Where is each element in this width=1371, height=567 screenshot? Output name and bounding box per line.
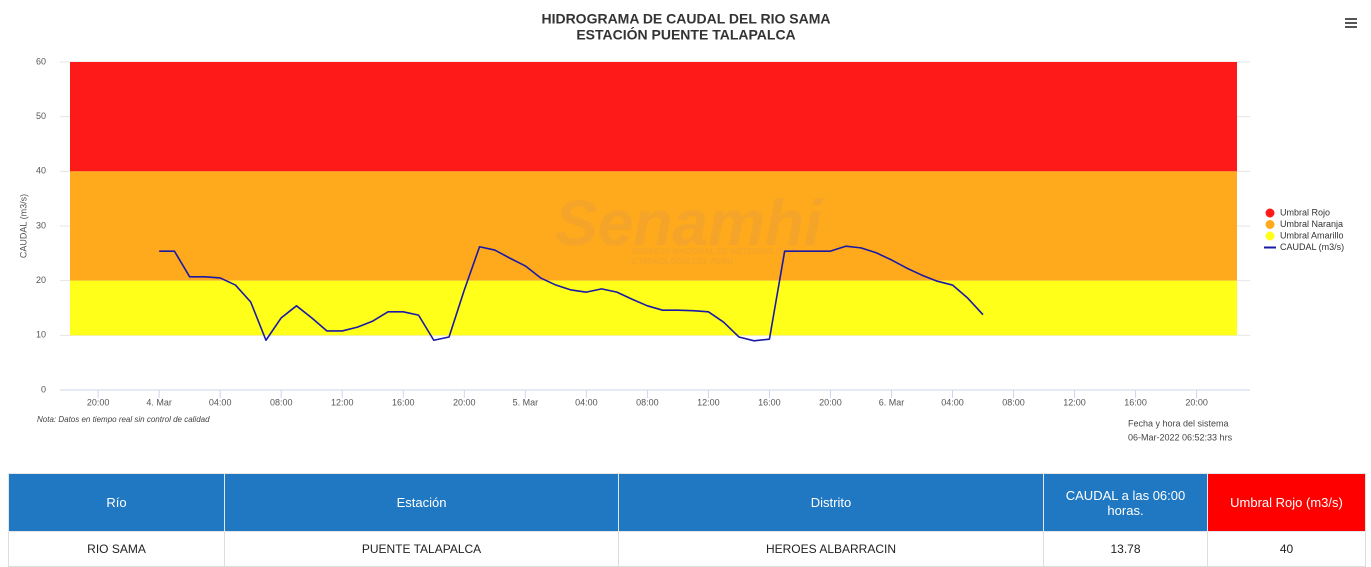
plot-background [60,61,1250,391]
legend-label: Umbral Amarillo [1280,230,1344,240]
x-tick-label: 12:00 [1063,397,1086,407]
x-tick-label: 16:00 [758,397,781,407]
cell: HEROES ALBARRACIN [618,531,1044,567]
chart-subtitle: ESTACIÓN PUENTE TALAPALCA [576,26,795,43]
watermark: Senamhi [555,187,823,259]
legend-label: Umbral Naranja [1280,219,1343,229]
cell: 40 [1207,531,1366,567]
legend-marker [1265,208,1275,218]
threshold-band [70,171,1237,281]
menu-bar [1345,22,1357,24]
header-cell: CAUDAL a las 06:00 horas. [1043,473,1208,532]
x-tick-label: 08:00 [1002,397,1025,407]
data-line [159,245,984,342]
y-tick-label: 30 [36,220,46,230]
legend-marker [1265,220,1275,229]
cell: RIO SAMA [8,531,225,567]
x-tick-label: 4. Mar [146,397,172,407]
x-tick-label: 16:00 [392,397,415,407]
x-tick-label: 20:00 [453,397,476,407]
legend-label: CAUDAL (m3/s) [1280,242,1344,252]
data-table: Río Estación Distrito CAUDAL a las 06:00… [8,473,1366,567]
header-cell: Río [8,473,225,532]
header-cell: Distrito [618,473,1044,532]
menu-button[interactable] [1340,14,1362,34]
chart: HIDROGRAMA DE CAUDAL DEL RIO SAMA ESTACI… [18,11,1362,442]
legend-marker [1265,231,1275,241]
y-tick-label: 60 [36,56,46,66]
x-tick-label: 20:00 [819,397,842,407]
watermark-sub: SERVICIO NACIONAL DE METEOROLOGÍA [632,247,796,256]
x-tick-label: 12:00 [331,397,354,407]
menu-bar [1345,18,1357,20]
table-header: Río Estación Distrito CAUDAL a las 06:00… [8,473,1366,532]
x-tick-label: 16:00 [1124,397,1147,407]
system-time: 06-Mar-2022 06:52:33 hrs [1128,432,1233,442]
x-tick-label: 08:00 [636,397,659,407]
chart-title: HIDROGRAMA DE CAUDAL DEL RIO SAMA [541,11,830,27]
x-tick-label: 6. Mar [879,397,905,407]
header-cell: Umbral Rojo (m3/s) [1207,473,1366,532]
y-tick-label: 50 [36,111,46,121]
header-cell: Estación [224,473,619,532]
y-tick-label: 40 [36,166,46,176]
note: Nota: Datos en tiempo real sin control d… [37,415,210,424]
x-tick-label: 12:00 [697,397,720,407]
x-tick-label: 20:00 [87,397,110,407]
x-tick-label: 5. Mar [513,397,539,407]
x-tick-label: 08:00 [270,397,293,407]
y-axis-label: CAUDAL (m3/s) [18,194,28,258]
cell: 13.78 [1043,531,1208,567]
x-tick-label: 04:00 [941,397,964,407]
menu-bar [1345,26,1357,28]
system-time-label: Fecha y hora del sistema [1128,418,1229,428]
x-tick-label: 04:00 [575,397,598,407]
threshold-band [70,62,1237,172]
table-row: RIO SAMA PUENTE TALAPALCA HEROES ALBARRA… [8,531,1366,567]
legend-label: Umbral Rojo [1280,207,1330,217]
y-tick-label: 10 [36,330,46,340]
watermark-sub: E HIDROLOGÍA DEL PERÚ [632,257,733,266]
x-tick-label: 04:00 [209,397,232,407]
y-tick-label: 20 [36,275,46,285]
cell: PUENTE TALAPALCA [224,531,619,567]
x-tick-label: 20:00 [1185,397,1208,407]
y-tick-label: 0 [41,384,46,394]
